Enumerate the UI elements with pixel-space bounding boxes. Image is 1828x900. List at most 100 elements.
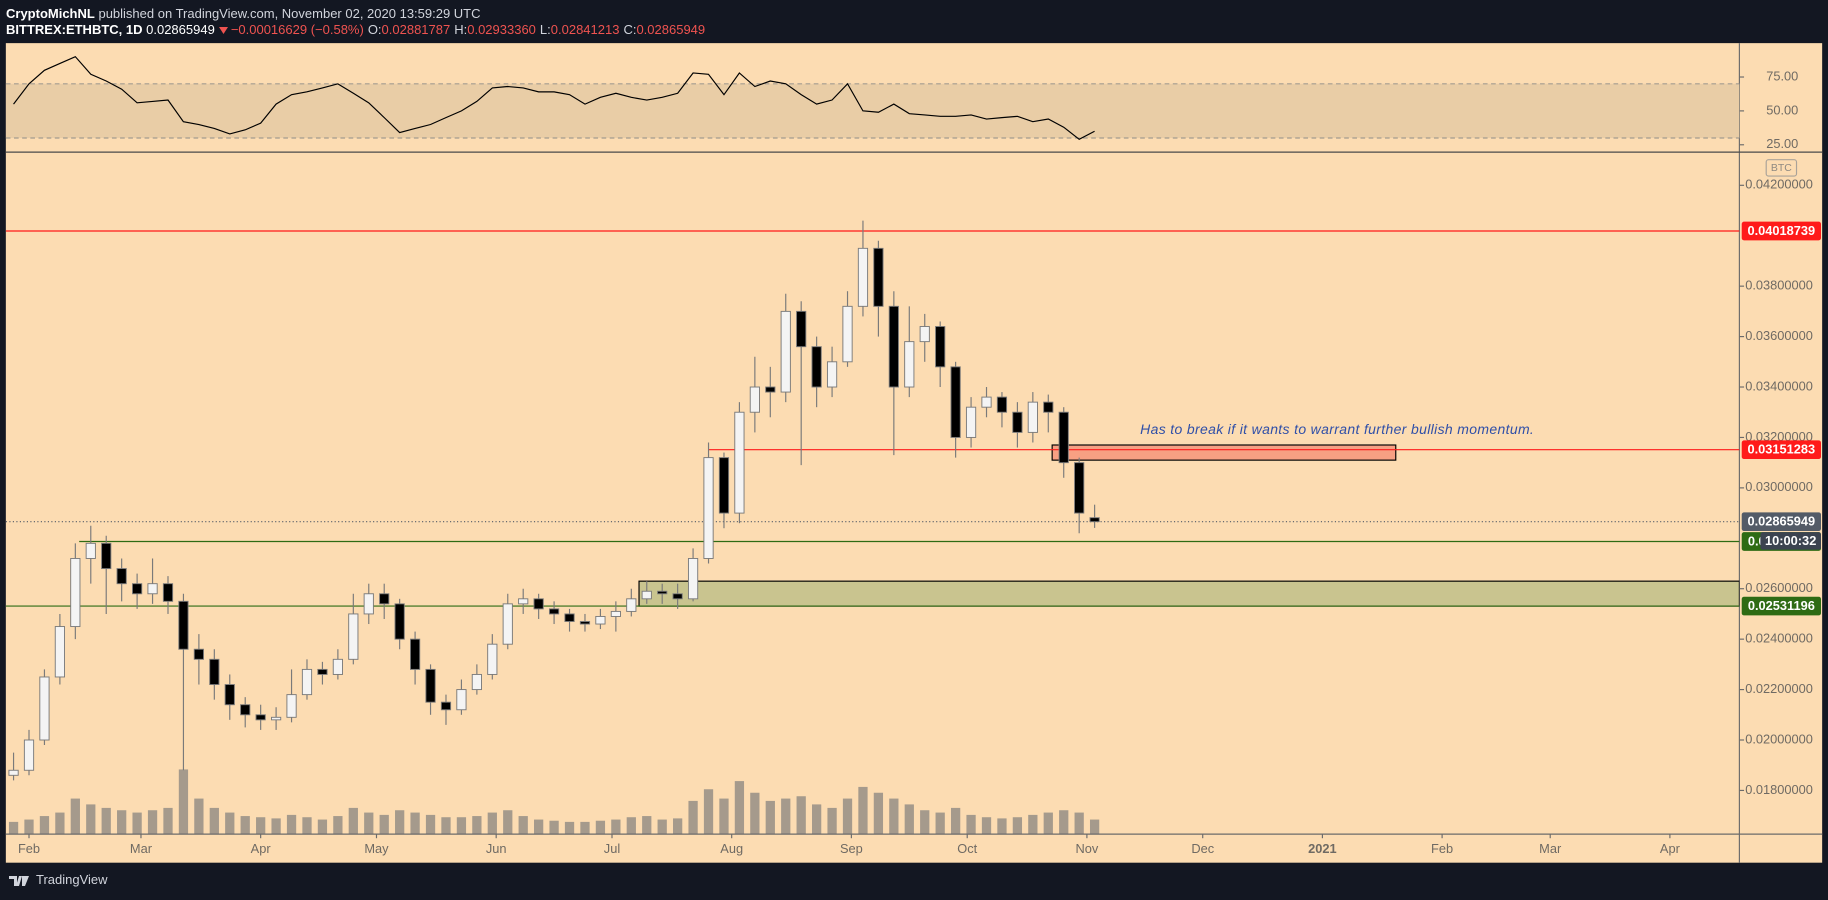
volume-bar — [889, 798, 899, 834]
candle-body — [996, 396, 1008, 413]
candle-body — [1027, 401, 1038, 433]
candle-body — [749, 386, 760, 413]
volume-bar — [950, 807, 961, 834]
volume-bar — [796, 796, 806, 834]
y-tick-label: 0.03800000 — [1745, 278, 1813, 293]
candle-body — [533, 598, 544, 610]
ohlc-label: L: — [539, 22, 551, 37]
volume-bar — [333, 816, 343, 834]
volume-bar — [425, 814, 436, 834]
volume-bar — [534, 819, 544, 834]
countdown: 10:00:32 — [1765, 533, 1816, 548]
volume-bar — [518, 816, 528, 834]
candle-body — [518, 598, 529, 605]
volume-bar — [456, 817, 467, 834]
y-tick-label: 0.03200000 — [1745, 429, 1813, 444]
candle-body — [703, 457, 714, 559]
candle-body — [904, 341, 915, 388]
last-price-box — [1741, 512, 1821, 531]
candle-body — [224, 684, 235, 706]
candle-body — [54, 626, 65, 678]
candle-body — [780, 310, 791, 393]
countdown-box — [1760, 532, 1821, 550]
candle-body — [950, 366, 961, 438]
rsi-band — [5, 83, 1740, 139]
volume-bar — [194, 798, 204, 834]
unit-label: BTC — [1771, 163, 1792, 174]
volume-bar — [688, 800, 698, 834]
candle-body — [193, 648, 204, 660]
volume-bar — [240, 816, 250, 834]
candle-body — [8, 769, 19, 776]
volume-bar — [935, 812, 945, 834]
level-label: 0.02531196 — [1748, 598, 1815, 613]
x-tick-label: Mar — [130, 841, 153, 856]
candle-body — [409, 638, 421, 670]
y-tick-label: 0.03400000 — [1745, 378, 1813, 393]
volume-bar — [981, 817, 992, 834]
candle-body — [641, 590, 652, 600]
volume-bar — [24, 819, 34, 834]
x-tick-label: 2021 — [1308, 841, 1337, 856]
candle-body — [348, 613, 359, 660]
candle-body — [132, 583, 143, 595]
candle-body — [548, 608, 560, 615]
x-tick-label: Oct — [957, 841, 977, 856]
volume-bar — [472, 816, 482, 834]
unit-box — [1765, 159, 1798, 177]
brand: TradingView — [36, 872, 108, 887]
volume-bar — [1043, 812, 1053, 834]
volume-bar — [642, 816, 652, 834]
volume-bar — [395, 810, 405, 834]
volume-bar — [286, 814, 297, 834]
level-box — [1741, 596, 1821, 616]
candle-body — [657, 590, 668, 595]
rsi-pane — [5, 55, 1740, 141]
candle-body — [1089, 517, 1100, 523]
candle-body — [317, 668, 328, 675]
candle-body — [796, 310, 807, 348]
symbol: BITTREX:ETHBTC, 1D — [6, 22, 143, 37]
volume-bar — [163, 807, 173, 834]
x-tick-label: Feb — [18, 841, 40, 856]
volume-bar — [101, 807, 111, 834]
price-pane: Has to break if it wants to warrant furt… — [5, 220, 1740, 834]
volume-bar — [302, 817, 312, 834]
volume-bar — [750, 792, 760, 834]
candle-body — [564, 613, 575, 622]
rsi-plot — [5, 55, 1740, 141]
candle-body — [379, 593, 390, 605]
x-tick-label: Jun — [486, 841, 507, 856]
rsi-tick-label: 75.00 — [1766, 68, 1798, 83]
volume-bar — [1012, 817, 1023, 834]
volume-bar — [39, 816, 50, 834]
x-tick-label: Mar — [1539, 841, 1562, 856]
candle-body — [626, 598, 637, 612]
volume-bar — [873, 792, 884, 834]
volume-bar — [719, 798, 729, 834]
candle-body — [842, 305, 853, 363]
candle-body — [456, 689, 467, 711]
candle-body — [734, 411, 745, 514]
candle-body — [826, 361, 838, 388]
candle-body — [1058, 411, 1069, 464]
candle-body — [857, 247, 869, 307]
candle-body — [487, 643, 498, 675]
candle-body — [116, 568, 127, 585]
volume-bar — [997, 818, 1007, 834]
ohlc-value: 0.02865949 — [636, 22, 706, 37]
y-tick-label: 0.02400000 — [1745, 631, 1813, 646]
volume-bar — [626, 817, 636, 834]
volume-bar — [317, 819, 328, 834]
candle-body — [595, 615, 606, 625]
candle-body — [286, 694, 297, 718]
y-tick-label: 0.01800000 — [1745, 782, 1813, 797]
candle-body — [271, 716, 282, 721]
candle-body — [440, 701, 452, 711]
volume-bar — [1074, 812, 1084, 834]
x-tick-label: Jul — [604, 841, 620, 856]
volume-bar — [811, 804, 822, 834]
volume-bar — [734, 781, 745, 834]
volume-bar — [487, 812, 497, 834]
